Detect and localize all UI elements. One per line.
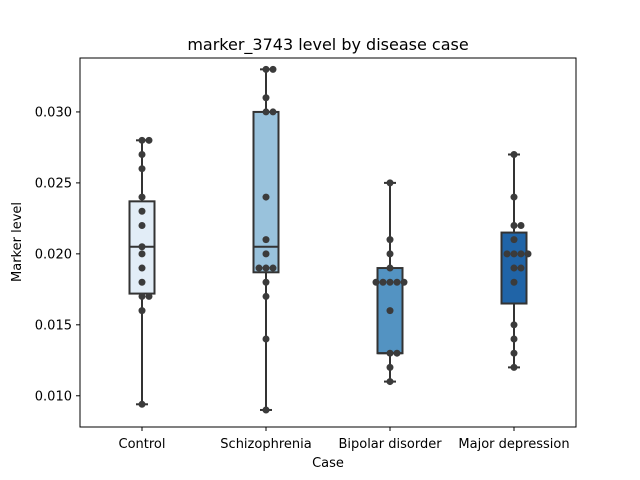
y-tick-label: 0.015 xyxy=(35,318,72,333)
data-point xyxy=(524,250,532,258)
data-point xyxy=(393,278,401,286)
data-point xyxy=(510,363,518,371)
data-point xyxy=(138,151,146,159)
data-point xyxy=(138,400,146,408)
plot-area xyxy=(128,65,532,414)
data-point xyxy=(386,307,394,315)
data-point xyxy=(386,236,394,244)
data-point xyxy=(517,264,525,272)
data-point xyxy=(386,378,394,386)
data-point xyxy=(510,264,518,272)
box-group xyxy=(128,136,156,408)
data-point xyxy=(262,278,270,286)
x-tick-label: Schizophrenia xyxy=(220,437,311,452)
data-point xyxy=(510,278,518,286)
chart-title: marker_3743 level by disease case xyxy=(187,35,468,55)
data-point xyxy=(262,108,270,116)
data-point xyxy=(138,193,146,201)
data-point xyxy=(269,264,277,272)
data-point xyxy=(510,221,518,229)
data-point xyxy=(386,349,394,357)
data-point xyxy=(386,264,394,272)
data-point xyxy=(386,250,394,258)
data-point xyxy=(138,292,146,300)
data-point xyxy=(262,236,270,244)
data-point xyxy=(372,278,380,286)
box-group xyxy=(252,65,280,414)
data-point xyxy=(138,165,146,173)
data-point xyxy=(517,221,525,229)
data-point xyxy=(262,193,270,201)
data-point xyxy=(503,250,511,258)
data-point xyxy=(262,264,270,272)
y-tick-label: 0.030 xyxy=(35,105,72,120)
data-point xyxy=(379,278,387,286)
data-point xyxy=(510,236,518,244)
y-tick-label: 0.010 xyxy=(35,389,72,404)
data-point xyxy=(138,243,146,251)
data-point xyxy=(386,179,394,187)
data-point xyxy=(255,264,263,272)
plot-frame xyxy=(79,57,577,428)
data-point xyxy=(262,406,270,414)
x-tick-label: Bipolar disorder xyxy=(338,437,442,452)
data-point xyxy=(393,349,401,357)
iqr-box xyxy=(252,110,280,274)
data-point xyxy=(510,349,518,357)
data-point xyxy=(138,221,146,229)
y-axis-label: Marker level xyxy=(10,202,25,282)
y-tick-label: 0.020 xyxy=(35,247,72,262)
data-point xyxy=(262,94,270,102)
x-axis-label: Case xyxy=(312,456,344,471)
y-axis: 0.010 0.015 0.020 0.025 0.030 xyxy=(35,105,80,404)
box-group xyxy=(500,151,532,371)
data-point xyxy=(510,193,518,201)
data-point xyxy=(145,136,153,144)
data-point xyxy=(138,278,146,286)
y-tick-label: 0.025 xyxy=(35,176,72,191)
box-group xyxy=(372,179,408,386)
data-point xyxy=(262,292,270,300)
data-point xyxy=(145,292,153,300)
data-point xyxy=(262,335,270,343)
data-point xyxy=(138,207,146,215)
data-point xyxy=(269,65,277,73)
data-point xyxy=(138,136,146,144)
data-point xyxy=(400,278,408,286)
data-point xyxy=(386,363,394,371)
data-point xyxy=(510,321,518,329)
data-point xyxy=(138,264,146,272)
x-tick-label: Control xyxy=(119,437,166,452)
data-point xyxy=(138,250,146,258)
data-point xyxy=(510,151,518,159)
x-axis: Control Schizophrenia Bipolar disorder Majo… xyxy=(119,427,570,452)
data-point xyxy=(262,65,270,73)
data-point xyxy=(262,250,270,258)
data-point xyxy=(517,250,525,258)
x-tick-label: Major depression xyxy=(458,437,569,452)
data-point xyxy=(386,278,394,286)
data-point xyxy=(138,307,146,315)
data-point xyxy=(510,335,518,343)
data-point xyxy=(510,250,518,258)
data-point xyxy=(269,108,277,116)
